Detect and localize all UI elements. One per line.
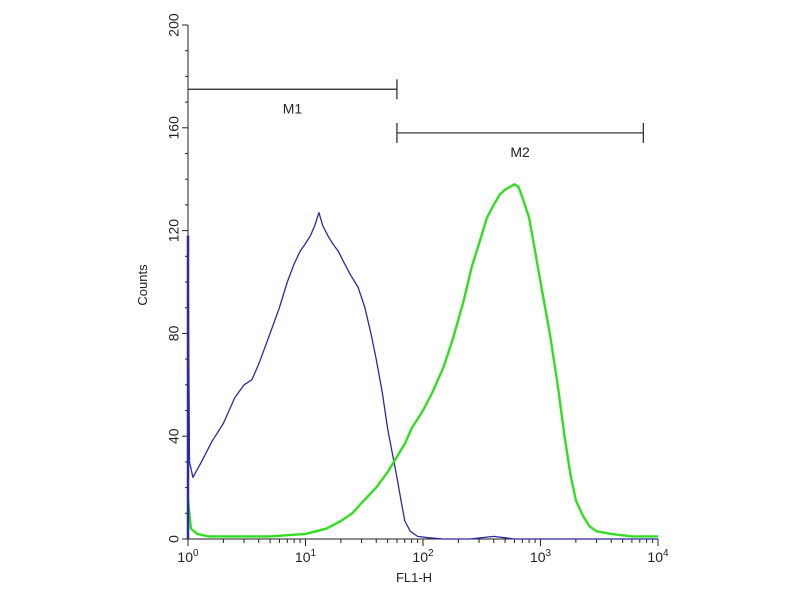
marker-label: M1 bbox=[283, 100, 303, 116]
y-tick-label: 120 bbox=[166, 219, 182, 243]
marker-label: M2 bbox=[510, 144, 530, 160]
x-tick-label: 103 bbox=[530, 548, 552, 565]
histogram-series-line bbox=[187, 211, 658, 540]
x-axis-label: FL1-H bbox=[396, 570, 432, 585]
axes-layer: 0 40 80 120 160 200 100 101 102 103 104 bbox=[166, 13, 669, 565]
x-tick-label: 104 bbox=[647, 548, 669, 565]
histogram-series-line bbox=[186, 183, 658, 538]
y-tick-label: 80 bbox=[166, 325, 182, 341]
x-tick-label: 102 bbox=[412, 548, 434, 565]
series-layer bbox=[186, 183, 658, 540]
y-tick-label: 200 bbox=[166, 13, 182, 37]
marker-layer: M1 M2 bbox=[188, 79, 644, 160]
x-tick-label: 101 bbox=[295, 548, 317, 565]
y-tick-label: 160 bbox=[166, 116, 182, 140]
y-tick-label: 40 bbox=[166, 428, 182, 444]
x-tick-label: 100 bbox=[177, 548, 199, 565]
y-axis-label: Counts bbox=[135, 264, 150, 306]
y-tick-label: 0 bbox=[166, 535, 182, 543]
